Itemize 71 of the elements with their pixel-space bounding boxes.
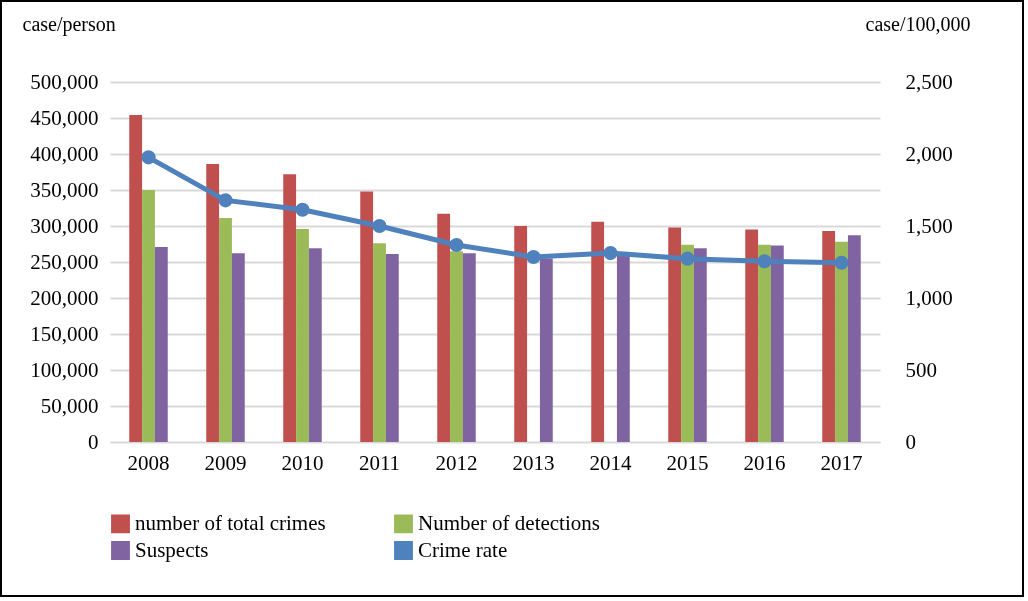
y-tick-label: 250,000 — [30, 249, 99, 274]
y-tick-label: 500,000 — [30, 69, 99, 94]
legend-label: Crime rate — [418, 537, 508, 562]
y-tick-label: 150,000 — [30, 321, 99, 346]
x-tick-label: 2011 — [358, 450, 401, 475]
y-tick-label: 50,000 — [40, 393, 99, 418]
y2-tick-label: 1,000 — [905, 285, 953, 310]
point — [295, 202, 310, 217]
y-tick-label: 200,000 — [30, 285, 99, 310]
bar — [450, 251, 463, 442]
y-tick-label: 100,000 — [30, 357, 99, 382]
bar — [373, 243, 386, 442]
x-tick-label: 2008 — [127, 450, 170, 475]
x-tick-label: 2017 — [820, 450, 863, 475]
point — [218, 193, 233, 208]
x-tick-label: 2009 — [204, 450, 247, 475]
bar — [745, 229, 759, 442]
y-tick-label: 300,000 — [30, 213, 99, 238]
bar — [231, 253, 245, 442]
legend-label: number of total crimes — [135, 510, 326, 535]
legend-label: Number of detections — [418, 510, 600, 535]
bar — [681, 244, 694, 442]
x-tick-label: 2014 — [589, 450, 632, 475]
point — [834, 255, 849, 270]
y-tick-label: 450,000 — [30, 105, 99, 130]
bar — [462, 253, 476, 442]
legend-label: Suspects — [135, 537, 209, 562]
bar — [437, 213, 451, 442]
x-tick-label: 2016 — [743, 450, 786, 475]
bar — [770, 245, 784, 442]
x-tick-label: 2015 — [666, 450, 709, 475]
bar — [668, 227, 682, 442]
point — [526, 249, 541, 265]
x-tick-label: 2012 — [435, 450, 478, 475]
bar — [758, 244, 771, 442]
y-tick-label: 350,000 — [30, 177, 99, 202]
bar — [591, 221, 605, 442]
y2-tick-label: 2,000 — [905, 141, 953, 166]
bar — [514, 226, 528, 442]
bar — [296, 228, 309, 442]
bar — [616, 254, 630, 442]
bar — [206, 164, 220, 442]
y2-tick-label: 0 — [905, 429, 916, 454]
point — [449, 237, 464, 253]
point — [372, 218, 387, 234]
x-tick-label: 2010 — [281, 450, 324, 475]
bar — [283, 174, 297, 442]
x-tick-label: 2013 — [512, 450, 555, 475]
bar — [154, 246, 168, 442]
bar — [539, 258, 553, 442]
point — [141, 150, 156, 165]
y2-tick-label: 1,500 — [905, 213, 953, 238]
point — [757, 254, 772, 269]
y-tick-label: 0 — [88, 429, 99, 454]
y-tick-label: 400,000 — [30, 141, 99, 166]
point — [603, 246, 618, 261]
bar — [847, 235, 861, 442]
bar — [219, 218, 232, 442]
y2-tick-label: 2,500 — [905, 69, 953, 94]
bar — [693, 248, 707, 442]
bar — [360, 191, 374, 442]
bar — [385, 254, 399, 442]
bar — [835, 241, 848, 442]
bar — [142, 190, 155, 442]
y2-tick-label: 500 — [905, 357, 937, 382]
bar — [308, 248, 322, 442]
y2-axis-title: case/100,000 — [865, 12, 971, 35]
bar — [822, 231, 836, 442]
bar — [129, 115, 143, 442]
point — [680, 251, 695, 266]
y-axis-title: case/person — [22, 12, 116, 36]
